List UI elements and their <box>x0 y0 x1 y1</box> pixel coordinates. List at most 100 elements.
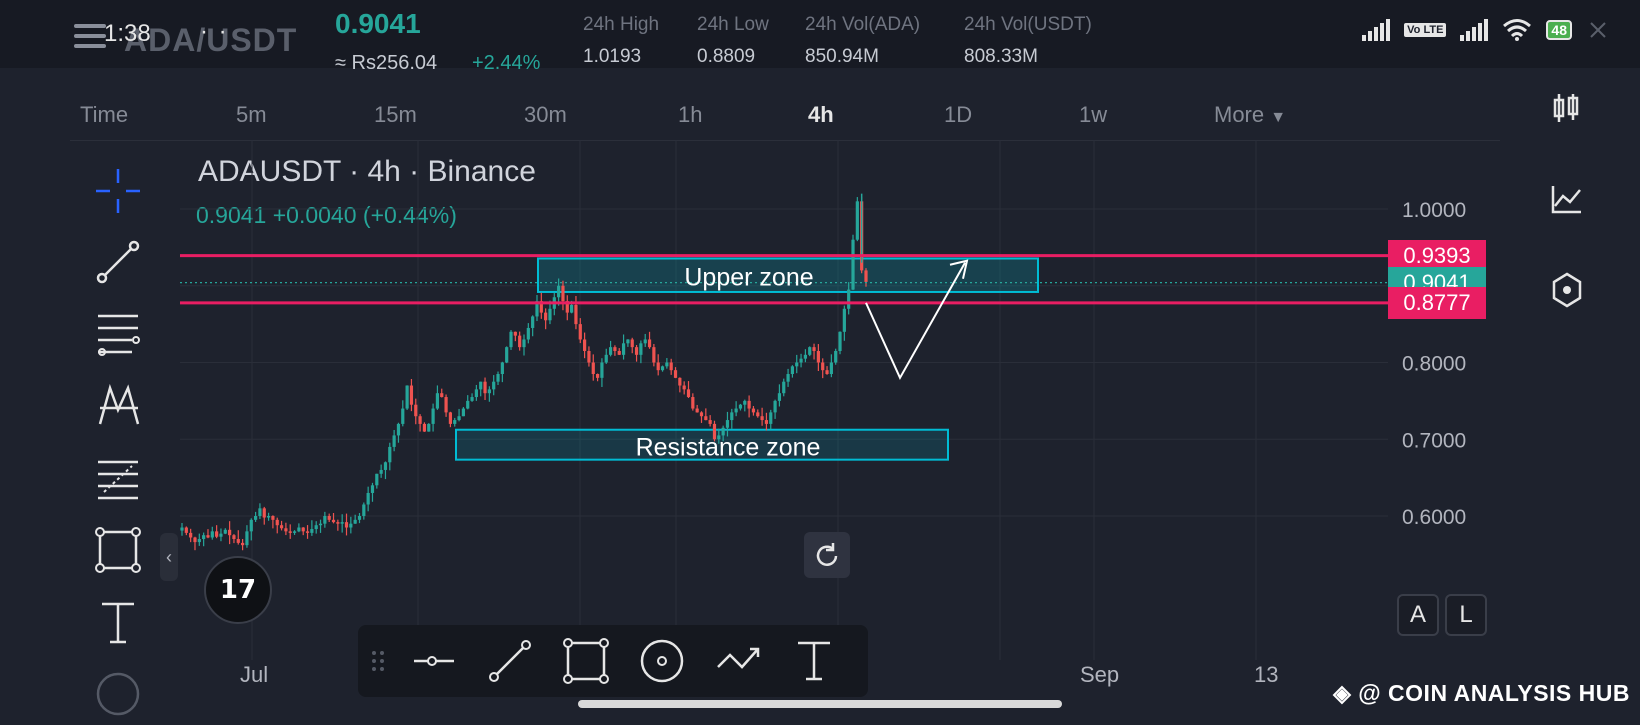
stat-label-vol-usdt: 24h Vol(USDT) <box>964 14 1092 35</box>
text-icon[interactable] <box>92 596 144 648</box>
candle-body <box>487 389 491 394</box>
tab-5m[interactable]: 5m <box>236 102 267 127</box>
settings-hex-icon[interactable] <box>1545 268 1589 312</box>
candle-body <box>539 301 543 313</box>
candle-body <box>305 531 310 533</box>
horizontal-lines-icon[interactable] <box>92 308 144 360</box>
candle-body <box>440 393 444 398</box>
candle-body <box>825 370 829 375</box>
candle-body <box>583 339 587 351</box>
fib-icon[interactable] <box>92 452 144 504</box>
candle-body <box>621 343 626 355</box>
status-time: 1:38 <box>104 20 151 47</box>
horizontal-ray-icon[interactable] <box>410 637 458 685</box>
price-change: +2.44% <box>472 52 541 74</box>
more-tools-icon[interactable] <box>92 668 144 720</box>
candle-body <box>743 400 747 405</box>
candle-body <box>314 525 318 530</box>
candle-body <box>292 531 297 533</box>
auto-scale-button[interactable]: A <box>1397 594 1439 636</box>
candle-body <box>228 529 232 536</box>
collapse-toolbar-button[interactable]: ‹ <box>160 533 178 581</box>
tab-30m[interactable]: 30m <box>524 102 567 127</box>
circle-icon[interactable] <box>638 637 686 685</box>
crosshair-icon[interactable] <box>92 165 144 217</box>
candles-icon[interactable] <box>1545 88 1589 132</box>
menu-icon[interactable] <box>74 24 106 52</box>
candle-body <box>349 523 353 528</box>
candle-body <box>505 347 509 363</box>
indicators-icon[interactable] <box>1545 178 1589 222</box>
candle-body <box>461 408 465 417</box>
pair-title[interactable]: ADA/USDT <box>124 22 298 58</box>
rectangle-icon[interactable] <box>562 637 610 685</box>
inr-price: ≈ Rs256.04 <box>335 52 438 74</box>
tab-1h[interactable]: 1h <box>678 102 703 127</box>
candle-body <box>258 508 262 516</box>
candle-body <box>773 400 777 413</box>
candle-body <box>496 374 500 382</box>
candle-body <box>808 347 812 355</box>
candle-body <box>838 331 842 351</box>
tab-time[interactable]: Time <box>80 102 129 127</box>
close-icon[interactable] <box>1586 18 1610 42</box>
candle-body <box>591 362 595 375</box>
tradingview-logo[interactable]: 17 <box>204 556 272 624</box>
tab-4h[interactable]: 4h <box>808 102 834 127</box>
candle-body <box>327 516 331 520</box>
price-tag-lower: 0.8777 <box>1388 286 1486 319</box>
pattern-icon[interactable] <box>92 380 144 432</box>
candle-body <box>526 327 530 340</box>
candle-body <box>180 527 184 531</box>
candle-body <box>834 350 838 363</box>
candle-body <box>474 389 478 398</box>
tab-15m[interactable]: 15m <box>374 102 417 127</box>
candle-body <box>379 469 383 474</box>
candle-body <box>617 350 621 355</box>
candle-body <box>266 516 271 518</box>
candle-body <box>821 362 825 371</box>
candle-body <box>422 423 427 432</box>
stat-value-vol-ada: 850.94M <box>805 46 879 67</box>
text-icon[interactable] <box>790 637 838 685</box>
stat-label-vol-ada: 24h Vol(ADA) <box>805 14 921 35</box>
candle-body <box>241 542 245 546</box>
line-icon[interactable] <box>486 637 534 685</box>
candle-body <box>470 397 474 401</box>
y-tick-label: 1.0000 <box>1402 199 1466 222</box>
reset-chart-button[interactable] <box>804 532 850 578</box>
log-scale-button[interactable]: L <box>1445 594 1487 636</box>
candle-body <box>405 385 409 409</box>
candle-body <box>375 473 379 486</box>
candle-body <box>448 412 453 424</box>
candle-body <box>370 485 375 493</box>
candle-body <box>236 539 240 543</box>
candle-body <box>431 408 435 424</box>
drawing-toolbar <box>358 625 868 697</box>
drag-handle-icon[interactable] <box>366 637 392 685</box>
home-indicator[interactable] <box>578 700 1062 708</box>
rectangle-icon[interactable] <box>92 524 144 576</box>
candle-body <box>344 522 349 528</box>
tab-more[interactable]: More ▼ <box>1214 102 1286 128</box>
candle-body <box>847 289 851 309</box>
stat-label-low: 24h Low <box>697 14 769 35</box>
candle-body <box>396 423 401 436</box>
candle-body <box>795 362 799 367</box>
candle-body <box>660 366 665 371</box>
candle-body <box>682 385 686 390</box>
candle-body <box>851 239 855 290</box>
tab-1w[interactable]: 1w <box>1079 102 1108 127</box>
y-tick-label: 0.7000 <box>1402 429 1466 452</box>
candle-body <box>453 420 457 424</box>
watermark-text: @ COIN ANALYSIS HUB <box>1358 680 1630 706</box>
candle-body <box>202 535 206 540</box>
tab-1d[interactable]: 1D <box>944 102 973 127</box>
candle-body <box>769 412 773 424</box>
signal-icon <box>1460 19 1489 41</box>
candle-body <box>604 354 608 363</box>
path-icon[interactable] <box>714 637 762 685</box>
trend-line-icon[interactable] <box>92 236 144 288</box>
status-indicators: Vo LTE 48 <box>1362 18 1610 42</box>
